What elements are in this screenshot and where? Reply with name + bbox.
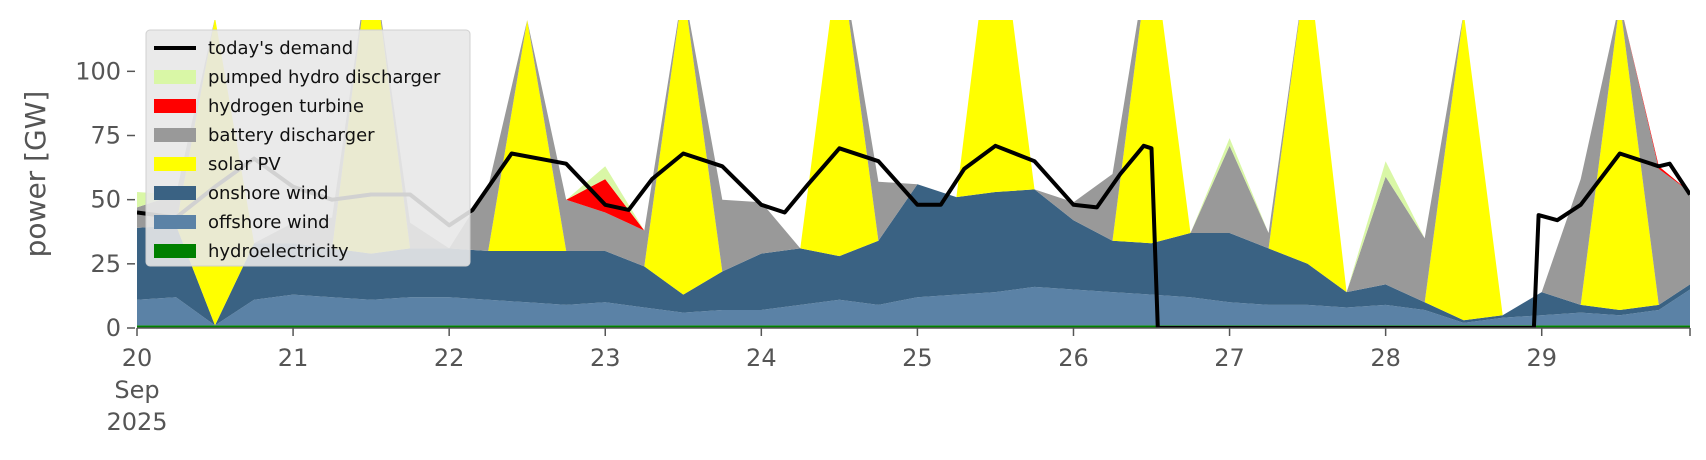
legend-label-onshore-wind: onshore wind bbox=[208, 183, 329, 204]
legend-swatch-hydroelectricity bbox=[154, 244, 196, 258]
x-tick-label: 20 Sep 2025 bbox=[106, 344, 167, 436]
y-tick-label: 75 bbox=[90, 122, 121, 150]
legend-box bbox=[145, 29, 471, 267]
legend-label-offshore-wind: offshore wind bbox=[208, 212, 330, 233]
area-onshore-wind bbox=[137, 184, 1690, 326]
legend-swatch-onshore-wind bbox=[154, 186, 196, 200]
area-offshore-wind bbox=[137, 286, 1690, 326]
axes: 0 25 50 75 100 20 Sep 2025 21 22 23 24 25 26 27 28 29 bbox=[75, 57, 1691, 436]
legend-label-pumped-hydro-discharger: pumped hydro discharger bbox=[208, 67, 441, 88]
stacked-areas bbox=[137, 20, 1690, 328]
y-tick-label: 25 bbox=[90, 250, 121, 278]
area-solar-pv bbox=[137, 20, 1690, 326]
legend-label-solar-pv: solar PV bbox=[208, 154, 281, 175]
legend-swatch-offshore-wind bbox=[154, 215, 196, 229]
legend-swatch-hydrogen-turbine bbox=[154, 99, 196, 113]
y-tick-label: 0 bbox=[106, 314, 121, 342]
x-tick-label: 24 bbox=[746, 344, 777, 372]
legend-label-hydrogen-turbine: hydrogen turbine bbox=[208, 96, 364, 117]
legend-label-hydroelectricity: hydroelectricity bbox=[208, 241, 349, 262]
y-axis-title: power [GW] bbox=[19, 91, 52, 258]
x-tick-label: 28 bbox=[1370, 344, 1401, 372]
legend: today's demand pumped hydro discharger hyd… bbox=[145, 29, 471, 267]
legend-swatch-pumped-hydro-discharger bbox=[154, 70, 196, 84]
x-tick-label: 27 bbox=[1214, 344, 1245, 372]
x-tick-label: 21 bbox=[278, 344, 309, 372]
x-tick-label: 26 bbox=[1058, 344, 1089, 372]
x-tick-label: 22 bbox=[434, 344, 465, 372]
x-tick-label: 25 bbox=[902, 344, 933, 372]
y-tick-label: 50 bbox=[90, 186, 121, 214]
x-tick-label: 29 bbox=[1526, 344, 1557, 372]
y-tick-label: 100 bbox=[75, 57, 121, 85]
legend-swatch-solar-pv bbox=[154, 157, 196, 171]
x-tick-label: 23 bbox=[590, 344, 621, 372]
legend-swatch-battery-discharger bbox=[154, 128, 196, 142]
legend-label-battery-discharger: battery discharger bbox=[208, 125, 375, 146]
legend-label-today-s-demand: today's demand bbox=[208, 38, 353, 59]
